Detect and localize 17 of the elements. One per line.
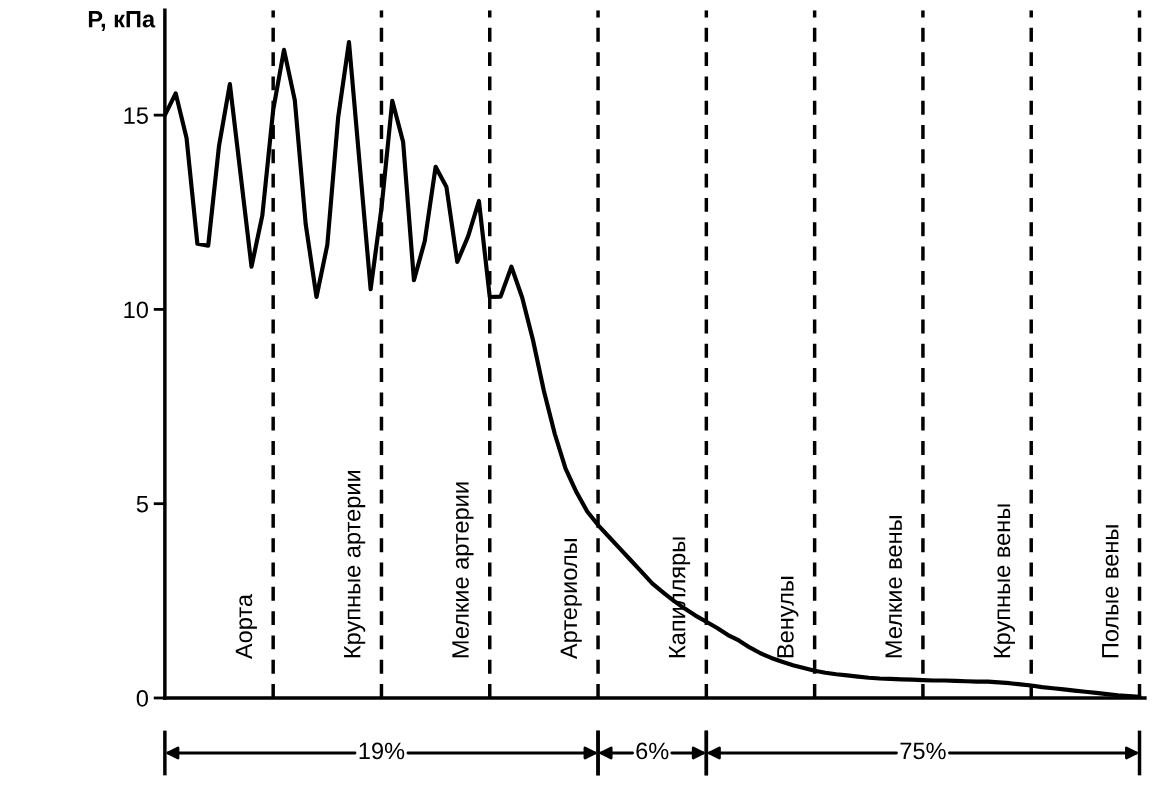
annotation: Венулы (777, 576, 799, 658)
annotation: Капилляры (668, 537, 691, 658)
y-tick-label: 5 (136, 496, 148, 513)
y-tick-label: 0 (136, 690, 148, 707)
annotation: Крупные артерии (344, 470, 366, 658)
annotation: Полые вены (1102, 525, 1119, 658)
y-axis-title: P, кПа (88, 11, 156, 31)
y-tick-label: 15 (124, 107, 148, 124)
text: 19% (359, 742, 405, 760)
text: 6% (636, 742, 669, 760)
text: 75% (900, 742, 946, 760)
annotation: Мелкие артерии (452, 482, 474, 658)
annotation: Крупные вены (993, 504, 1015, 658)
annotation: Аорта (235, 593, 257, 660)
y-tick-label: 10 (124, 301, 148, 319)
annotation: Мелкие вены (885, 516, 903, 658)
annotation: Артериолы (560, 539, 582, 660)
